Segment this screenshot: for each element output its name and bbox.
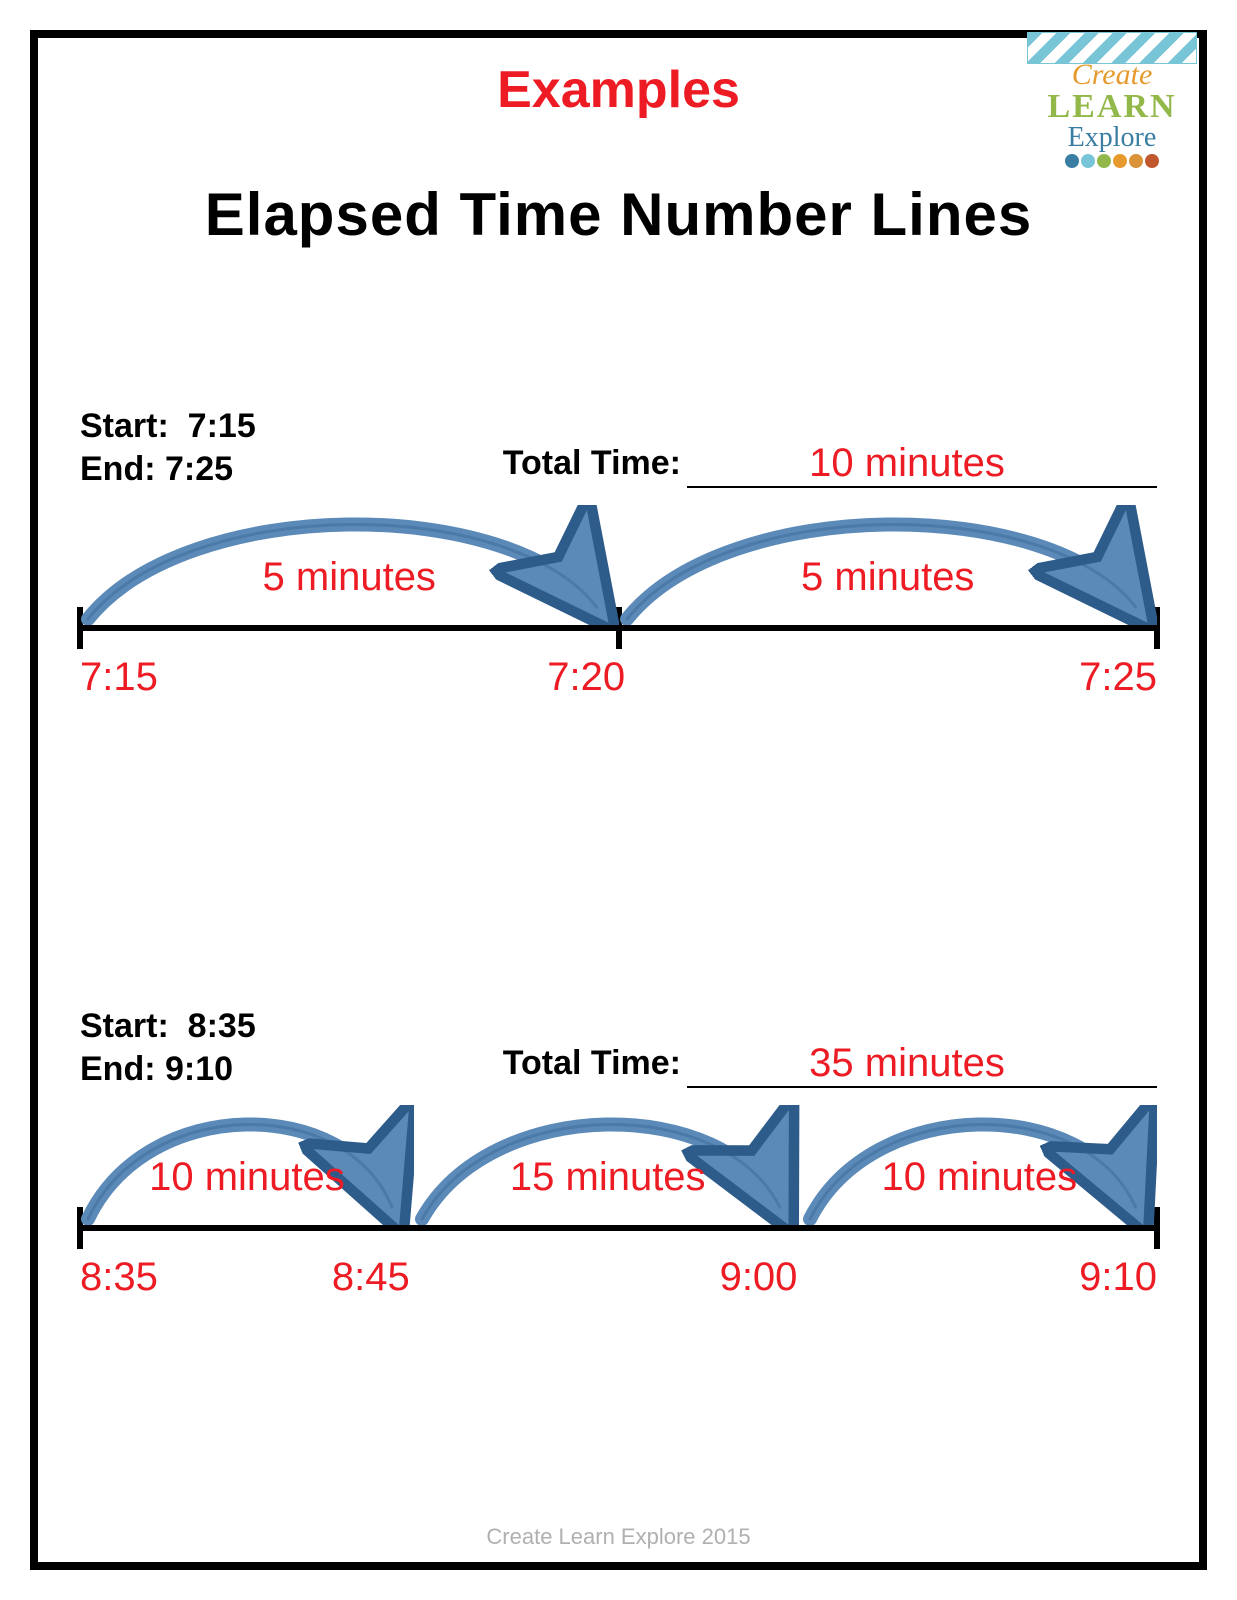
page-subtitle: Elapsed Time Number Lines bbox=[0, 180, 1237, 249]
time-label: 7:25 bbox=[1079, 655, 1157, 700]
time-label: 9:10 bbox=[1079, 1255, 1157, 1300]
total-value: 35 minutes bbox=[687, 1041, 1157, 1088]
total-value: 10 minutes bbox=[687, 441, 1157, 488]
hop-label: 10 minutes bbox=[866, 1155, 1093, 1200]
total-label: Total Time: bbox=[503, 1044, 681, 1082]
worksheet-page: Examples Elapsed Time Number Lines Creat… bbox=[0, 0, 1237, 1600]
logo-dots bbox=[1027, 154, 1197, 173]
hop-label: 10 minutes bbox=[140, 1155, 354, 1200]
time-label: 9:00 bbox=[720, 1255, 798, 1300]
time-label: 7:20 bbox=[547, 655, 625, 700]
time-label: 7:15 bbox=[80, 655, 158, 700]
total-label: Total Time: bbox=[503, 444, 681, 482]
total-time: Total Time:35 minutes bbox=[503, 1039, 1157, 1086]
logo-line-learn: LEARN bbox=[1027, 90, 1197, 124]
time-label: 8:45 bbox=[332, 1255, 410, 1300]
hop-label: 5 minutes bbox=[715, 555, 1060, 600]
hop-label: 15 minutes bbox=[484, 1155, 732, 1200]
footer-text: Create Learn Explore 2015 bbox=[0, 1524, 1237, 1550]
logo-line-create: Create bbox=[1027, 60, 1197, 90]
problem-1: Start: 7:15End: 7:25Total Time:10 minute… bbox=[80, 405, 1157, 490]
total-time: Total Time:10 minutes bbox=[503, 439, 1157, 486]
page-border bbox=[30, 30, 1207, 1570]
hop-label: 5 minutes bbox=[177, 555, 522, 600]
logo-line-explore: Explore bbox=[1027, 124, 1197, 152]
time-label: 8:35 bbox=[80, 1255, 158, 1300]
problem-2: Start: 8:35End: 9:10Total Time:35 minute… bbox=[80, 1005, 1157, 1090]
brand-logo: Create LEARN Explore bbox=[1027, 32, 1197, 173]
